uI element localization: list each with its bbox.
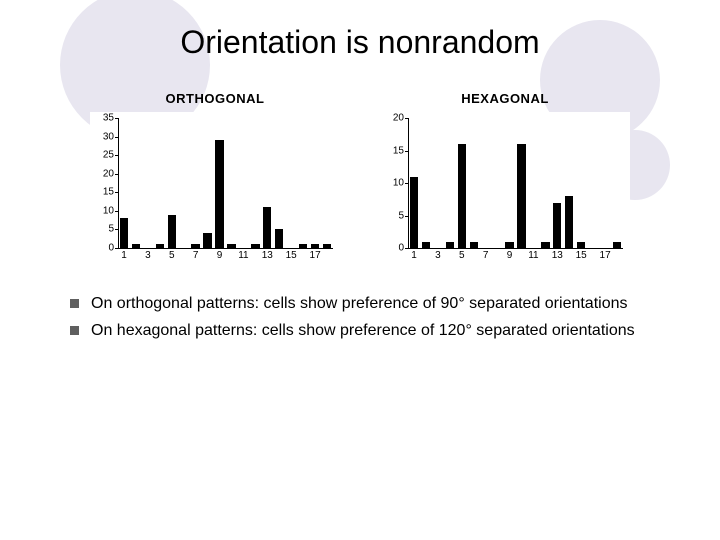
ytick-label: 15 (386, 145, 404, 156)
ytick-mark (405, 183, 408, 184)
chart-orthogonal-area: 051015202530351357911131517 (90, 112, 340, 262)
ytick-mark (405, 216, 408, 217)
ytick-label: 5 (386, 210, 404, 221)
bar (323, 244, 331, 248)
page-title: Orientation is nonrandom (0, 0, 720, 61)
xtick-label: 3 (145, 250, 151, 261)
chart-hexagonal-area: 051015201357911131517 (380, 112, 630, 262)
bar (215, 140, 223, 248)
ytick-label: 0 (96, 243, 114, 254)
xtick-label: 9 (507, 250, 513, 261)
ytick-mark (405, 248, 408, 249)
ytick-mark (115, 118, 118, 119)
bar (299, 244, 307, 248)
bullet-dot-icon (70, 326, 79, 335)
xtick-label: 15 (576, 250, 587, 261)
xtick-label: 5 (169, 250, 175, 261)
bar (470, 242, 478, 249)
bar (565, 196, 573, 248)
bar (422, 242, 430, 249)
ytick-label: 30 (96, 131, 114, 142)
bullet-item: On hexagonal patterns: cells show prefer… (70, 321, 670, 342)
bar (458, 144, 466, 248)
ytick-mark (405, 118, 408, 119)
xtick-label: 9 (217, 250, 223, 261)
ytick-label: 20 (96, 168, 114, 179)
xtick-label: 17 (600, 250, 611, 261)
bullet-dot-icon (70, 299, 79, 308)
bar (191, 244, 199, 248)
bar (227, 244, 235, 248)
ytick-mark (405, 151, 408, 152)
bar (410, 177, 418, 249)
xtick-label: 11 (238, 250, 248, 261)
xtick-label: 13 (262, 250, 273, 261)
bar (120, 218, 128, 248)
bar (203, 233, 211, 248)
ytick-mark (115, 192, 118, 193)
xtick-label: 7 (193, 250, 199, 261)
bar (251, 244, 259, 248)
xtick-label: 1 (121, 250, 127, 261)
xtick-label: 11 (528, 250, 538, 261)
chart-hexagonal: HEXAGONAL 051015201357911131517 (380, 91, 630, 262)
ytick-label: 15 (96, 187, 114, 198)
xtick-label: 15 (286, 250, 297, 261)
bullet-text: On hexagonal patterns: cells show prefer… (91, 321, 635, 342)
xtick-label: 5 (459, 250, 465, 261)
x-axis (118, 248, 333, 249)
ytick-label: 0 (386, 243, 404, 254)
xtick-label: 7 (483, 250, 489, 261)
bar (168, 215, 176, 248)
ytick-label: 10 (96, 205, 114, 216)
bar (156, 244, 164, 248)
ytick-mark (115, 137, 118, 138)
chart-orthogonal: ORTHOGONAL 051015202530351357911131517 (90, 91, 340, 262)
ytick-mark (115, 229, 118, 230)
ytick-label: 25 (96, 150, 114, 161)
bar (613, 242, 621, 249)
bar (311, 244, 319, 248)
bar (577, 242, 585, 249)
bar (263, 207, 271, 248)
ytick-mark (115, 174, 118, 175)
ytick-label: 5 (96, 224, 114, 235)
bar (446, 242, 454, 249)
ytick-mark (115, 248, 118, 249)
ytick-label: 35 (96, 113, 114, 124)
ytick-mark (115, 155, 118, 156)
chart-orthogonal-title: ORTHOGONAL (166, 91, 265, 106)
x-axis (408, 248, 623, 249)
bar (541, 242, 549, 249)
bar (505, 242, 513, 249)
ytick-mark (115, 211, 118, 212)
xtick-label: 13 (552, 250, 563, 261)
bar (517, 144, 525, 248)
ytick-label: 20 (386, 113, 404, 124)
bullet-text: On orthogonal patterns: cells show prefe… (91, 294, 628, 315)
xtick-label: 1 (411, 250, 417, 261)
bullet-list: On orthogonal patterns: cells show prefe… (70, 294, 670, 342)
bar (132, 244, 140, 248)
ytick-label: 10 (386, 178, 404, 189)
bar (553, 203, 561, 249)
charts-row: ORTHOGONAL 051015202530351357911131517 H… (0, 91, 720, 262)
xtick-label: 3 (435, 250, 441, 261)
chart-hexagonal-title: HEXAGONAL (461, 91, 549, 106)
xtick-label: 17 (310, 250, 321, 261)
bar (275, 229, 283, 248)
bullet-item: On orthogonal patterns: cells show prefe… (70, 294, 670, 315)
